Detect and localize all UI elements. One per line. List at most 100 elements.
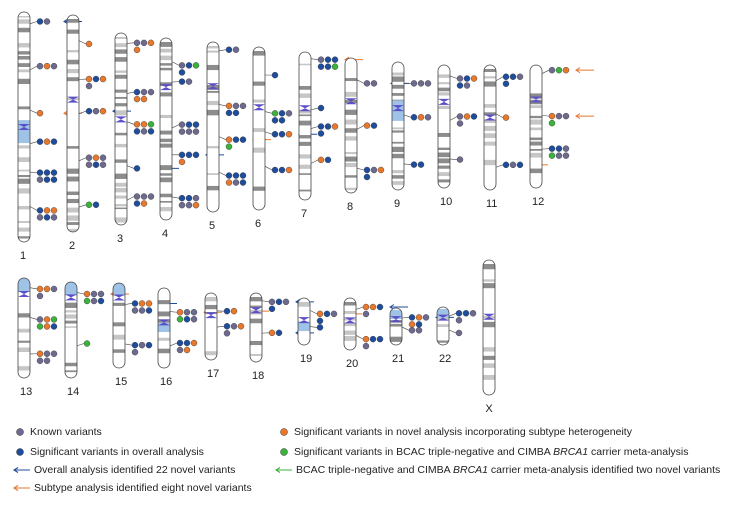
centromere	[113, 294, 125, 301]
variant-dot	[363, 166, 371, 174]
variant-dot	[185, 121, 193, 128]
variant-dot	[140, 88, 148, 96]
band	[344, 322, 356, 327]
band	[113, 349, 125, 353]
band	[345, 156, 357, 162]
band	[18, 236, 30, 239]
variant-dot	[140, 128, 148, 135]
centromere	[345, 98, 357, 105]
band	[253, 186, 265, 191]
chromosome-label: 12	[532, 196, 544, 208]
legend-text-part: BRCA1	[553, 446, 588, 458]
variant-dot	[470, 113, 478, 120]
variant-dot	[278, 110, 286, 117]
band	[115, 70, 127, 73]
band	[207, 146, 219, 149]
band	[299, 189, 311, 192]
band	[299, 164, 311, 169]
band	[438, 147, 450, 150]
variant-dot	[331, 123, 339, 130]
connector	[76, 292, 85, 295]
connector	[126, 121, 135, 125]
variant-dot	[43, 285, 51, 293]
legend-text-part: Subtype analysis identified eight novel …	[34, 482, 252, 494]
connector	[78, 157, 87, 162]
variant-dot	[278, 131, 286, 138]
chromosome-label: 21	[392, 353, 404, 365]
variant-dot	[232, 46, 240, 53]
chromosome-outline	[112, 282, 126, 369]
variant-dot	[362, 342, 370, 350]
band	[115, 49, 127, 54]
legend-label: BCAC triple-negative and CIMBA BRCA1 car…	[296, 464, 720, 476]
band	[299, 173, 311, 175]
band	[67, 77, 79, 82]
band	[299, 141, 311, 146]
variant-dot	[516, 73, 524, 80]
chromosome-label: 3	[117, 233, 123, 245]
chromosome-label: 10	[440, 196, 452, 208]
bands	[18, 16, 30, 239]
chromosome-outline	[159, 37, 173, 221]
connector	[495, 76, 504, 81]
variant-dot	[140, 193, 148, 200]
chromosome-body	[250, 293, 262, 362]
variant-dot	[363, 173, 371, 181]
chromosome-label: 6	[255, 218, 261, 230]
novel-arrow	[575, 113, 594, 120]
centromere	[158, 319, 170, 326]
variant-dot	[555, 152, 563, 159]
chromosome: X	[482, 259, 496, 415]
chromosome-outline	[157, 287, 171, 369]
variant-dot	[285, 110, 293, 117]
band	[344, 330, 356, 335]
variant-dot	[43, 323, 51, 330]
variant-dot	[548, 145, 556, 152]
band	[18, 27, 30, 33]
centromere	[18, 124, 30, 130]
band	[18, 328, 30, 333]
variant-dot	[415, 321, 423, 328]
variant-dot	[85, 154, 93, 161]
connector	[355, 306, 364, 310]
connector	[126, 165, 135, 169]
variant-dot	[145, 341, 153, 349]
legend-label: Subtype analysis identified eight novel …	[34, 482, 252, 494]
band	[483, 283, 495, 289]
variant-dot	[133, 121, 141, 128]
variant-dot	[178, 201, 186, 209]
variant-dot	[316, 324, 324, 331]
legend-arrow	[12, 467, 30, 473]
variant-dot	[502, 80, 510, 87]
band	[65, 302, 77, 308]
variant-dot	[176, 309, 184, 316]
connector	[218, 171, 227, 176]
band	[530, 105, 542, 109]
variant-dot	[147, 88, 155, 96]
band	[65, 320, 77, 324]
band	[299, 93, 311, 98]
variant-dot	[140, 121, 148, 128]
band	[205, 304, 217, 310]
variant-dot	[131, 341, 139, 349]
chromosome-label: 20	[346, 358, 358, 370]
legend-text-part: Significant variants in overall analysis	[30, 446, 204, 458]
band	[205, 297, 217, 302]
band	[18, 63, 30, 67]
legend-text-part: carrier meta-analysis	[588, 446, 688, 458]
band	[115, 143, 127, 148]
variant-dot	[415, 314, 423, 321]
centromere	[390, 316, 402, 323]
band	[160, 55, 172, 61]
centromere	[67, 96, 79, 103]
chromosome-outline	[343, 297, 357, 351]
variant-dot	[190, 316, 198, 323]
band	[299, 120, 311, 126]
variant-dot	[85, 75, 93, 83]
centromere	[530, 96, 542, 103]
connector	[126, 196, 135, 201]
band	[18, 145, 30, 149]
connector	[356, 168, 365, 171]
centromere	[115, 116, 127, 123]
centromere	[438, 98, 450, 105]
